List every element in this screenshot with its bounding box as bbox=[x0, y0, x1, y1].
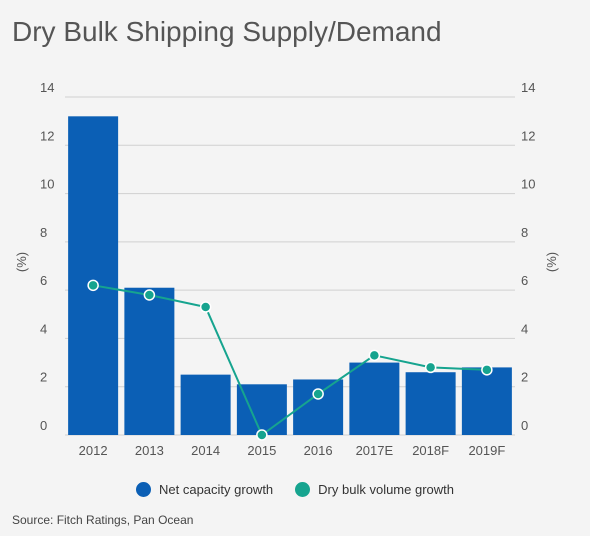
legend-item-volume[interactable]: Dry bulk volume growth bbox=[295, 482, 454, 497]
x-tick-label: 2013 bbox=[135, 443, 164, 458]
source-note: Source: Fitch Ratings, Pan Ocean bbox=[12, 513, 194, 527]
right-tick-label: 14 bbox=[521, 80, 535, 95]
point-2019F bbox=[481, 364, 493, 376]
right-tick-label: 2 bbox=[521, 370, 528, 385]
point-2017E bbox=[368, 349, 381, 362]
bar-2018F bbox=[405, 372, 456, 435]
right-tick-label: 6 bbox=[521, 273, 528, 288]
bar-2014 bbox=[180, 374, 231, 435]
left-tick-label: 4 bbox=[40, 321, 47, 336]
left-tick-label: 12 bbox=[40, 128, 54, 143]
point-2018F bbox=[424, 361, 437, 374]
capacity-swatch bbox=[136, 482, 151, 497]
legend-label-volume: Dry bulk volume growth bbox=[318, 482, 454, 497]
line-points bbox=[87, 279, 493, 441]
point-2014 bbox=[199, 301, 212, 313]
left-tick-label: 0 bbox=[40, 418, 47, 433]
right-tick-label: 8 bbox=[521, 225, 528, 240]
x-tick-label: 2018F bbox=[412, 443, 449, 458]
chart: 0 2 4 6 8 10 12 14 0 2 4 6 8 10 12 14 (%) (%) 2012 2013… bbox=[14, 80, 559, 458]
volume-line bbox=[92, 284, 487, 437]
x-tick-label: 2014 bbox=[191, 443, 220, 458]
right-axis-ticks: 0 2 4 6 8 10 12 14 bbox=[521, 80, 535, 433]
right-tick-label: 12 bbox=[521, 128, 535, 143]
left-tick-label: 6 bbox=[40, 273, 47, 288]
x-tick-label: 2012 bbox=[79, 443, 108, 458]
x-tick-label: 2019F bbox=[468, 443, 505, 458]
left-tick-label: 8 bbox=[40, 225, 47, 240]
x-tick-label: 2016 bbox=[304, 443, 333, 458]
chart-title: Dry Bulk Shipping Supply/Demand bbox=[12, 16, 442, 47]
right-axis-label: (%) bbox=[544, 252, 559, 272]
x-tick-label: 2017E bbox=[356, 443, 394, 458]
point-2016 bbox=[312, 388, 324, 400]
bar-2015 bbox=[236, 384, 287, 435]
legend-item-capacity[interactable]: Net capacity growth bbox=[136, 482, 273, 497]
legend-label-capacity: Net capacity growth bbox=[159, 482, 274, 497]
left-tick-label: 14 bbox=[40, 80, 54, 95]
x-axis-ticks: 2012 2013 2014 2015 2016 2017E 2018F 2019F bbox=[79, 443, 506, 458]
bar-2013 bbox=[124, 287, 175, 435]
point-2012 bbox=[87, 279, 99, 292]
point-2013 bbox=[143, 289, 156, 301]
right-tick-label: 4 bbox=[521, 321, 528, 336]
left-axis-ticks: 0 2 4 6 8 10 12 14 bbox=[40, 80, 54, 433]
right-tick-label: 10 bbox=[521, 177, 535, 192]
left-axis-label: (%) bbox=[14, 252, 29, 272]
bars bbox=[68, 116, 512, 436]
left-tick-label: 2 bbox=[40, 370, 47, 385]
point-2015 bbox=[256, 429, 268, 441]
volume-growth-line bbox=[92, 284, 487, 437]
x-tick-label: 2015 bbox=[247, 443, 276, 458]
bar-2017E bbox=[349, 362, 400, 435]
bar-2019F bbox=[461, 367, 512, 435]
volume-swatch bbox=[295, 482, 311, 497]
right-tick-label: 0 bbox=[521, 418, 528, 433]
bar-2012 bbox=[68, 116, 119, 436]
left-tick-label: 10 bbox=[40, 177, 54, 192]
legend: Net capacity growth Dry bulk volume grow… bbox=[0, 482, 590, 497]
